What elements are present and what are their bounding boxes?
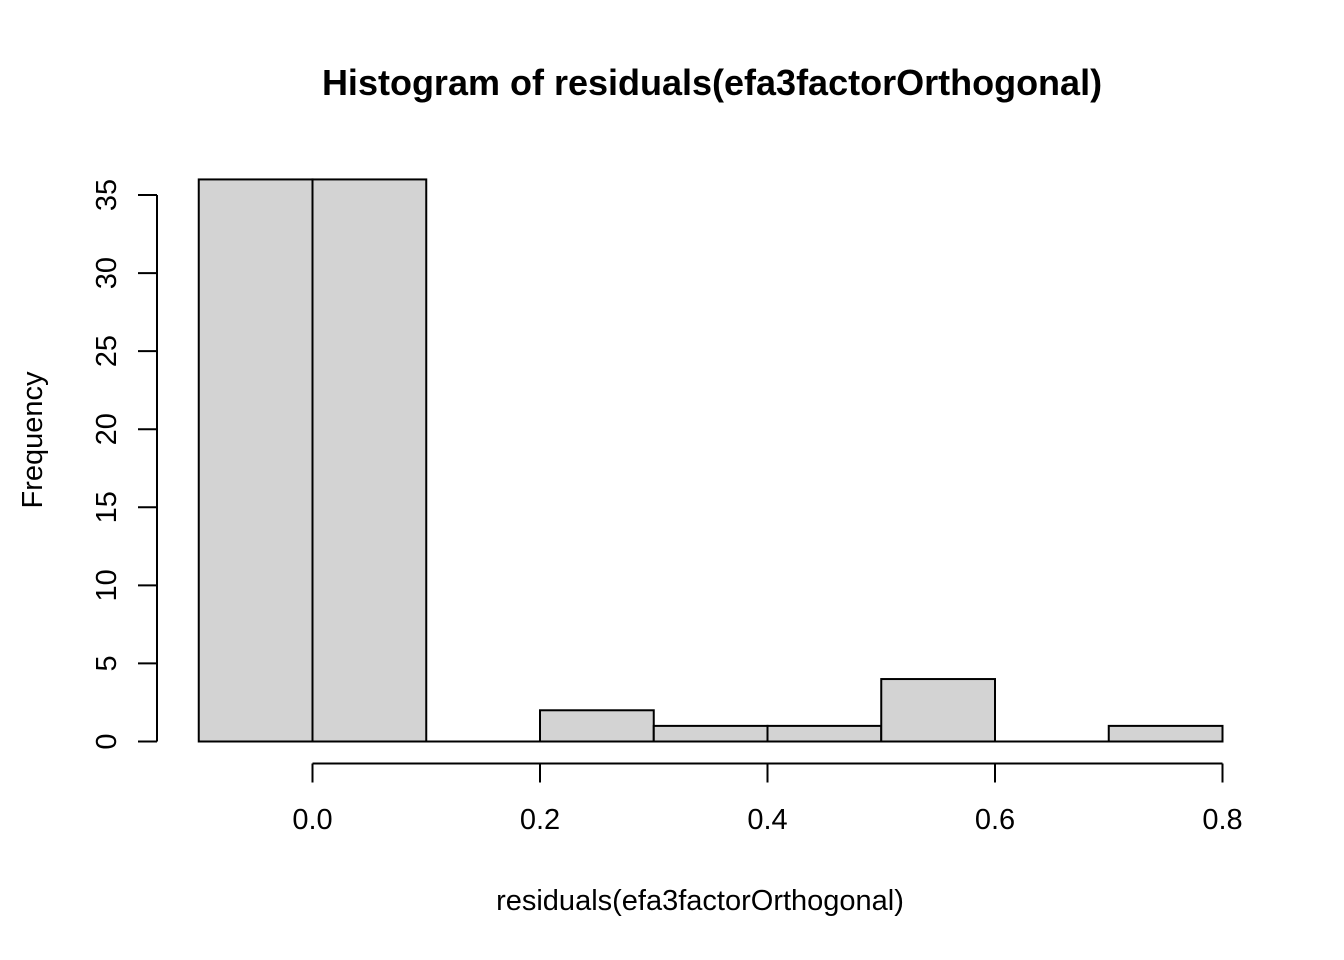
- y-axis-title: Frequency: [17, 371, 49, 509]
- chart-title: Histogram of residuals(efa3factorOrthogo…: [322, 62, 1102, 103]
- y-axis: 0 5 10 15 20 25 30 35: [91, 179, 158, 750]
- y-tick-label: 20: [91, 413, 123, 445]
- y-tick-label: 25: [91, 335, 123, 367]
- x-axis-title: residuals(efa3factorOrthogonal): [496, 885, 904, 917]
- x-tick-label: 0.4: [747, 804, 787, 836]
- x-tick-label: 0.0: [292, 804, 332, 836]
- x-tick-label: 0.6: [975, 804, 1015, 836]
- y-tick-label: 15: [91, 491, 123, 523]
- bars-group: [197, 178, 1224, 743]
- x-tick-label: 0.8: [1202, 804, 1242, 836]
- y-tick-label: 35: [91, 179, 123, 211]
- y-tick-label: 0: [91, 733, 123, 749]
- histogram-bar: [880, 678, 996, 743]
- histogram-bar: [311, 178, 428, 743]
- histogram-bar: [652, 724, 769, 743]
- x-tick-label: 0.2: [520, 804, 560, 836]
- x-axis: 0.0 0.2 0.4 0.6 0.8: [292, 762, 1243, 836]
- histogram-bar: [197, 178, 314, 743]
- histogram-bar: [766, 724, 883, 743]
- histogram-bar: [539, 709, 655, 743]
- y-tick-label: 30: [91, 257, 123, 289]
- y-tick-label: 5: [91, 655, 123, 671]
- y-tick-label: 10: [91, 569, 123, 601]
- histogram-bar: [1107, 724, 1224, 743]
